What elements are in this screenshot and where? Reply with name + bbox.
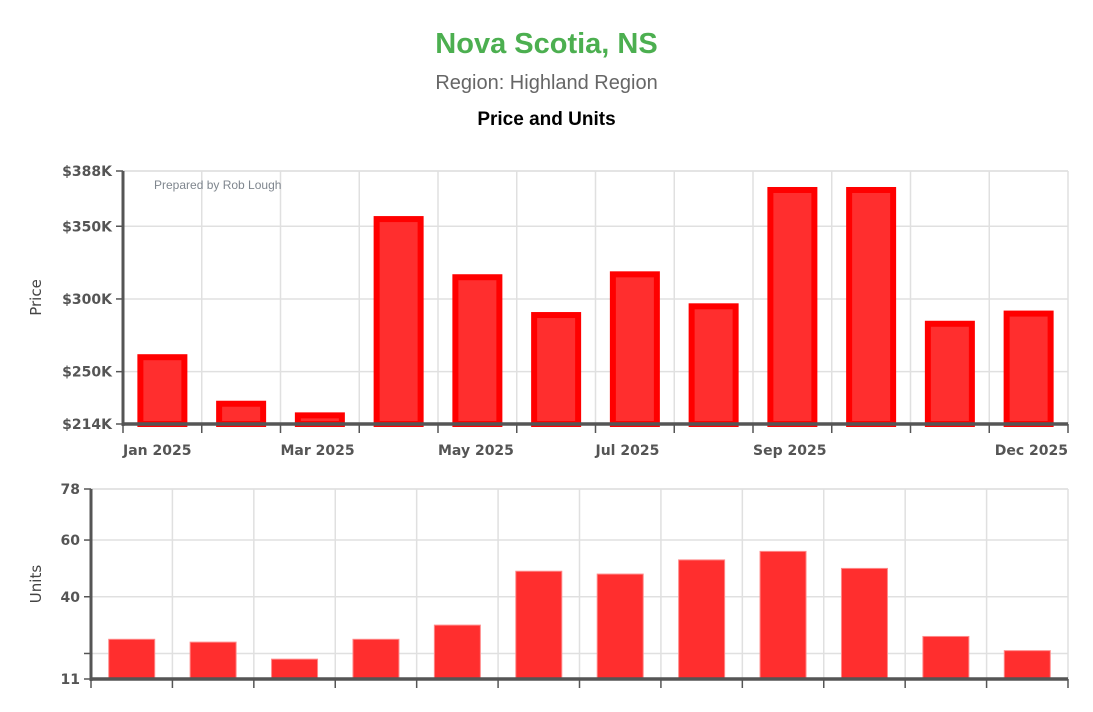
bar-aug-2025[interactable]: Aug 2025: 297000 — [688, 303, 739, 428]
x-tick-label: May 2025 — [438, 443, 514, 459]
bar-apr-2025[interactable]: Apr 2025: 25 — [352, 638, 400, 680]
bar-apr-2025[interactable]: Apr 2025: 357000 — [373, 216, 424, 427]
bar-mar-2025[interactable]: Mar 2025: 18 — [271, 658, 319, 680]
region-subtitle: Region: Highland Region — [435, 72, 658, 94]
bar-jan-2025[interactable]: Jan 2025: 25 — [108, 638, 156, 680]
y-tick-label: $214K — [62, 417, 113, 433]
y-tick-label: 60 — [61, 533, 81, 549]
price-chart: Jan 2025: 262000 Feb 2025: 230000 Mar 2025… — [27, 164, 1069, 459]
bar-jul-2025[interactable]: Jul 2025: 48 — [596, 573, 644, 680]
bar-oct-2025[interactable]: Oct 2025: 377000 — [846, 186, 897, 427]
bar-jun-2025[interactable]: Jun 2025: 291000 — [531, 312, 582, 427]
bar-may-2025[interactable]: May 2025: 30 — [433, 624, 481, 680]
units-chart: Jan 2025: 25 Feb 2025: 24 Mar 2025: 18 Apr … — [27, 482, 1069, 688]
bar-may-2025[interactable]: May 2025: 317000 — [452, 274, 503, 427]
y-tick-label: $250K — [62, 365, 113, 381]
bar-sep-2025[interactable]: Sep 2025: 56 — [759, 550, 807, 680]
page-title: Nova Scotia, NS — [435, 28, 658, 60]
y-tick-label: $350K — [62, 219, 113, 235]
bar-jan-2025[interactable]: Jan 2025: 262000 — [137, 354, 188, 428]
y-tick-label: 40 — [61, 590, 81, 606]
x-tick-label: Jul 2025 — [595, 443, 660, 459]
y-tick-label: 11 — [61, 672, 80, 688]
bar-dec-2025[interactable]: Dec 2025: 21 — [1003, 650, 1051, 680]
y-tick-label: $300K — [62, 292, 113, 308]
prepared-by-credit: Prepared by Rob Lough — [154, 178, 281, 192]
bar-nov-2025[interactable]: Nov 2025: 26 — [922, 635, 970, 680]
bar-oct-2025[interactable]: Oct 2025: 50 — [840, 567, 888, 680]
chart-heading: Price and Units — [477, 109, 616, 130]
x-tick-label: Jan 2025 — [122, 443, 191, 459]
bar-sep-2025[interactable]: Sep 2025: 377000 — [767, 186, 818, 427]
x-tick-label: Sep 2025 — [753, 443, 826, 459]
bar-feb-2025[interactable]: Feb 2025: 230000 — [216, 400, 267, 427]
x-tick-label: Dec 2025 — [995, 443, 1068, 459]
bar-nov-2025[interactable]: Nov 2025: 285000 — [924, 320, 975, 428]
y-axis-title: Price — [27, 279, 45, 316]
bar-feb-2025[interactable]: Feb 2025: 24 — [189, 641, 237, 680]
bar-jul-2025[interactable]: Jul 2025: 319000 — [609, 271, 660, 427]
x-tick-label: Mar 2025 — [281, 443, 355, 459]
y-axis-title: Units — [27, 565, 45, 604]
bar-jun-2025[interactable]: Jun 2025: 49 — [515, 570, 563, 680]
y-tick-label: 78 — [61, 482, 80, 498]
bar-aug-2025[interactable]: Aug 2025: 53 — [678, 559, 726, 680]
bar-dec-2025[interactable]: Dec 2025: 292000 — [1003, 310, 1054, 428]
y-tick-label: $388K — [62, 164, 113, 180]
